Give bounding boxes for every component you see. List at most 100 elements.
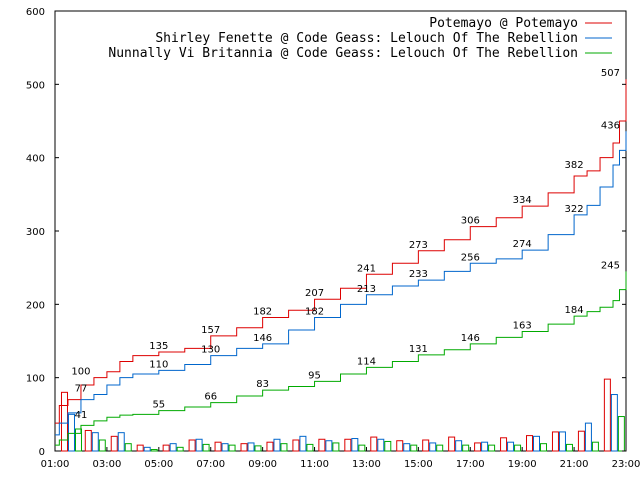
y-tick-label: 600 — [26, 7, 45, 18]
bar — [351, 438, 359, 452]
data-label: 157 — [201, 325, 220, 336]
bar — [403, 443, 411, 452]
bar — [325, 440, 333, 452]
bar — [117, 432, 125, 452]
bar — [455, 440, 463, 452]
bar — [247, 442, 255, 452]
bar — [176, 446, 184, 452]
x-tick-label: 09:00 — [248, 459, 277, 470]
bar — [306, 443, 314, 452]
bar — [91, 432, 99, 452]
y-tick-label: 200 — [26, 300, 45, 311]
x-tick-label: 03:00 — [92, 459, 121, 470]
bar — [60, 391, 68, 452]
x-tick-label: 11:00 — [300, 459, 329, 470]
bar — [124, 443, 132, 452]
data-label: 233 — [409, 269, 428, 280]
x-tick-label: 13:00 — [352, 459, 381, 470]
x-tick-label: 15:00 — [404, 459, 433, 470]
data-label: 256 — [461, 252, 480, 263]
bar — [514, 444, 522, 452]
bar — [188, 439, 196, 452]
y-tick-label: 300 — [26, 227, 45, 238]
x-tick-label: 05:00 — [144, 459, 173, 470]
bar — [565, 443, 573, 452]
bar — [474, 442, 482, 452]
bar — [162, 444, 170, 452]
data-label: 182 — [253, 307, 272, 318]
bar — [370, 436, 378, 452]
data-label: 245 — [601, 260, 620, 271]
bar — [195, 438, 203, 452]
data-label: 83 — [256, 379, 269, 390]
bar — [169, 443, 177, 452]
bar — [332, 442, 340, 452]
series-line — [55, 271, 627, 446]
bar — [84, 429, 92, 452]
plot-area — [54, 10, 627, 452]
bar — [377, 438, 385, 452]
y-tick-label: 500 — [26, 80, 45, 91]
bar — [98, 439, 106, 452]
bar — [603, 378, 611, 452]
data-label: 77 — [75, 384, 88, 395]
bar — [110, 435, 118, 452]
legend-label: Potemayo @ Potemayo — [429, 16, 578, 31]
data-label: 135 — [149, 341, 168, 352]
data-label: 41 — [75, 410, 88, 421]
data-label: 182 — [305, 307, 324, 318]
bar — [214, 441, 222, 452]
bar — [462, 444, 470, 452]
bar — [429, 442, 437, 452]
bar — [202, 443, 210, 452]
series-line — [55, 131, 627, 436]
x-tick-label: 19:00 — [508, 459, 537, 470]
bar — [280, 443, 288, 452]
bar — [136, 444, 144, 452]
data-label: 114 — [357, 356, 376, 367]
bar — [228, 444, 236, 452]
y-tick-label: 100 — [26, 374, 45, 385]
data-label: 334 — [513, 195, 532, 206]
bar — [591, 441, 599, 452]
series-line — [55, 79, 627, 424]
y-tick-label: 0 — [39, 447, 45, 458]
data-label: 507 — [601, 68, 620, 79]
data-label: 146 — [253, 333, 272, 344]
bar — [143, 446, 151, 452]
legend-label: Shirley Fenette @ Code Geass: Lelouch Of… — [155, 31, 578, 46]
axes-layer: 0 100 200 300 400 500 600 01:00 03:00 05:00 07:00 0… — [26, 7, 640, 470]
data-label: 131 — [409, 344, 428, 355]
bar — [610, 394, 618, 452]
y-tick-label: 400 — [26, 154, 45, 165]
data-label: 241 — [357, 263, 376, 274]
bar — [558, 431, 566, 452]
bar — [344, 438, 352, 452]
bar — [500, 437, 508, 452]
lines-layer — [55, 79, 627, 446]
data-label: 100 — [71, 367, 90, 378]
bar — [221, 443, 229, 452]
bar — [266, 441, 274, 452]
data-label: 306 — [461, 216, 480, 227]
bar — [617, 416, 625, 452]
data-label: 207 — [305, 288, 324, 299]
x-tick-label: 21:00 — [560, 459, 589, 470]
bar — [74, 428, 82, 452]
bar — [396, 440, 404, 452]
bar — [422, 439, 430, 452]
data-label: 382 — [565, 160, 584, 171]
x-tick-label: 01:00 — [41, 459, 70, 470]
bar — [318, 438, 326, 452]
bar — [577, 430, 585, 452]
bar — [273, 438, 281, 452]
bar — [292, 439, 300, 452]
bar — [67, 413, 75, 452]
x-tick-label: 07:00 — [196, 459, 225, 470]
bar — [254, 445, 262, 452]
data-labels-layer: 100 135 157 182 207 241 273 306 334 382 507 77 110 13… — [71, 68, 620, 421]
bar — [436, 444, 444, 452]
data-label: 163 — [513, 320, 532, 331]
bar — [448, 436, 456, 452]
